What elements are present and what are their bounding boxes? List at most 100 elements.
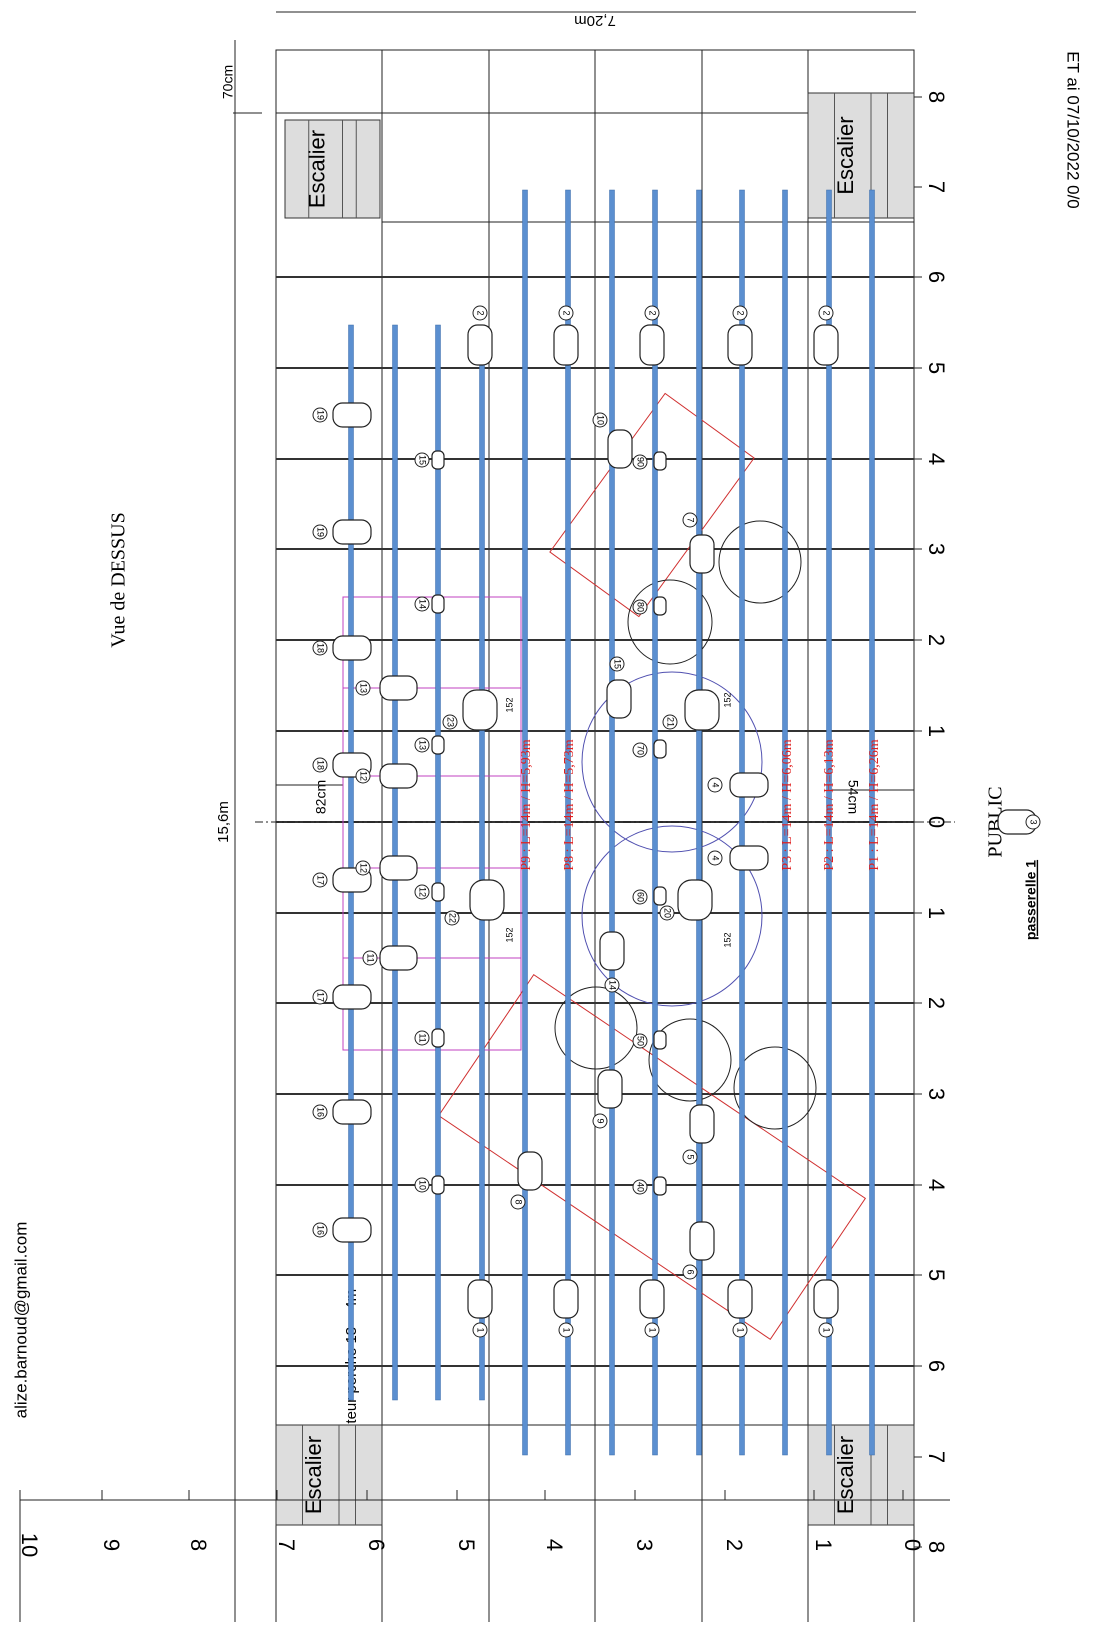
platform bbox=[342, 596, 522, 1051]
fixture-number: 18 bbox=[316, 760, 326, 770]
scale-label: 8 bbox=[186, 1539, 211, 1551]
fixture-badge bbox=[818, 305, 834, 321]
fixture-number: 17 bbox=[316, 992, 326, 1002]
fixture-badge bbox=[414, 596, 430, 612]
fixture bbox=[332, 1217, 372, 1243]
fixture bbox=[431, 594, 445, 614]
fixture-number: 1 bbox=[736, 1327, 746, 1332]
stair bbox=[284, 119, 381, 219]
left-offset: 82cm bbox=[313, 780, 329, 814]
bar bbox=[565, 189, 571, 1456]
bar bbox=[522, 189, 528, 1456]
fixture-tag: 152 bbox=[722, 932, 732, 947]
axis-label: 5 bbox=[924, 1269, 949, 1281]
fixture bbox=[689, 1104, 715, 1144]
fixture-number: 23 bbox=[446, 717, 456, 727]
fixture-number: 9 bbox=[596, 1118, 606, 1123]
fixture bbox=[677, 879, 713, 921]
fixture-number: 40 bbox=[636, 1182, 646, 1192]
axis-label: 4 bbox=[924, 1179, 949, 1191]
fixture bbox=[332, 519, 372, 545]
fixture-badge bbox=[312, 1104, 328, 1120]
bar-label: P8 : L=14m / H=5,73m bbox=[562, 739, 577, 870]
fixture bbox=[813, 1279, 839, 1319]
fixture bbox=[379, 763, 418, 789]
fixture-badge bbox=[355, 680, 371, 696]
fixture-badge bbox=[732, 305, 748, 321]
fixture bbox=[653, 886, 667, 906]
fixture-badge bbox=[707, 850, 723, 866]
axis-label: 3 bbox=[924, 1088, 949, 1100]
fixture-number: 2 bbox=[736, 310, 746, 315]
fixture-number: 80 bbox=[636, 602, 646, 612]
fixture bbox=[639, 324, 665, 366]
stair bbox=[807, 1424, 915, 1526]
fixture-number: 3 bbox=[1029, 819, 1039, 824]
fixture-number: 15 bbox=[613, 659, 623, 669]
fixture-number: 2 bbox=[476, 310, 486, 315]
fixture-badge bbox=[632, 889, 648, 905]
fixture-badge bbox=[818, 1322, 834, 1338]
axis-label: 6 bbox=[924, 271, 949, 283]
fixture bbox=[431, 450, 445, 470]
fixture bbox=[639, 1279, 665, 1319]
fixture bbox=[431, 735, 445, 755]
fixture-badge bbox=[312, 757, 328, 773]
axis-label: 2 bbox=[924, 997, 949, 1009]
fixture-badge bbox=[472, 1322, 488, 1338]
disc bbox=[648, 1018, 732, 1102]
fixture bbox=[813, 324, 839, 366]
fixture-number: 2 bbox=[648, 310, 658, 315]
fixture-number: 11 bbox=[366, 953, 376, 962]
axis-label: 7 bbox=[924, 1451, 949, 1463]
width-dimension: 7,20m bbox=[574, 12, 616, 29]
fixture-number: 13 bbox=[359, 683, 369, 693]
fixture-number: 19 bbox=[316, 527, 326, 537]
rostrum bbox=[549, 392, 755, 618]
walkway-label: passerelle 1 bbox=[1023, 860, 1039, 940]
fixture-badge bbox=[682, 1149, 698, 1165]
fixture-tag: 152 bbox=[504, 927, 514, 942]
fixture-badge bbox=[604, 977, 620, 993]
fixture bbox=[332, 402, 372, 428]
fixture-badge bbox=[444, 910, 460, 926]
fixture bbox=[653, 739, 667, 759]
fixture-badge bbox=[632, 1179, 648, 1195]
axis-label: 7 bbox=[924, 181, 949, 193]
stair-label: Escalier bbox=[833, 116, 858, 194]
scale-label: 10 bbox=[17, 1533, 42, 1557]
bar bbox=[739, 189, 745, 1456]
fixture bbox=[653, 1176, 667, 1196]
bar bbox=[826, 189, 832, 1456]
fixture bbox=[597, 1069, 623, 1109]
scale-label: 4 bbox=[542, 1539, 567, 1551]
fixture-number: 14 bbox=[608, 980, 618, 990]
fixture-number: 4 bbox=[711, 855, 721, 860]
fixture bbox=[553, 1279, 579, 1319]
fixture bbox=[727, 1279, 753, 1319]
title: Vue de DESSUS bbox=[108, 512, 130, 647]
fixture-number: 90 bbox=[636, 457, 646, 467]
bar-label: P9 : L=14m / H=5,93m bbox=[519, 739, 534, 870]
fixture-badge bbox=[682, 512, 698, 528]
fixture bbox=[332, 635, 372, 661]
fixture-number: 10 bbox=[596, 415, 606, 425]
disc bbox=[718, 520, 802, 604]
fixture bbox=[431, 1175, 445, 1195]
scale-label: 5 bbox=[454, 1539, 479, 1551]
length-dimension: 15,6m bbox=[215, 801, 232, 843]
fixture bbox=[727, 324, 753, 366]
fixture-number: 12 bbox=[359, 771, 369, 781]
fixture-number: 13 bbox=[418, 740, 428, 750]
fixture-badge bbox=[632, 454, 648, 470]
axis-label: 3 bbox=[924, 543, 949, 555]
scale-label: 3 bbox=[632, 1539, 657, 1551]
stair bbox=[807, 92, 915, 219]
fixture-badge bbox=[592, 1113, 608, 1129]
bar bbox=[869, 189, 875, 1456]
fixture-number: 11 bbox=[418, 1033, 428, 1042]
stair bbox=[275, 1424, 383, 1526]
fixture-number: 6 bbox=[686, 1269, 696, 1274]
fixture-badge bbox=[558, 305, 574, 321]
fixture bbox=[653, 1030, 667, 1050]
